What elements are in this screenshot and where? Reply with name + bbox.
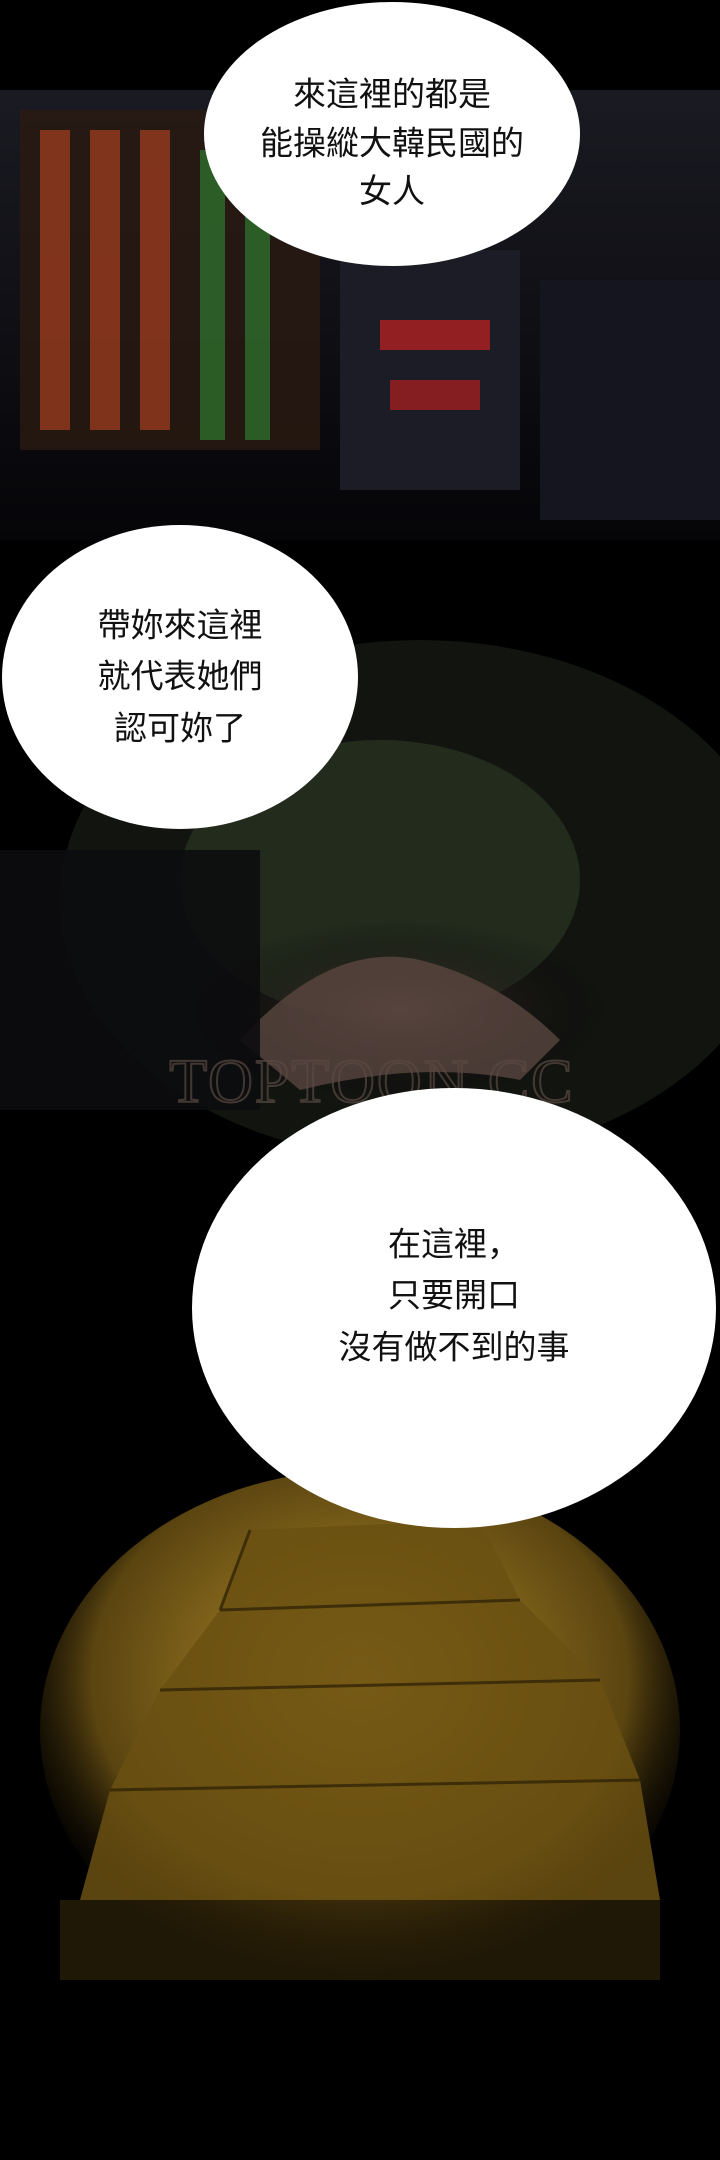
speech-bubble: 來這裡的都是 能操縱大韓民國的 女人: [204, 2, 580, 266]
bubble-text: 帶妳來這裡: [98, 606, 263, 645]
bubble-text: 就代表她們: [98, 657, 263, 696]
bubble-text: 能操縱大韓民國的: [260, 124, 524, 163]
gold-pyramid: [40, 1470, 680, 1990]
bubble-text: 在這裡，: [388, 1225, 520, 1264]
speech-bubble: 帶妳來這裡 就代表她們 認可妳了: [2, 525, 358, 829]
bubble-text: 沒有做不到的事: [339, 1328, 570, 1367]
stock-board: [0, 90, 720, 540]
bubble-text: 只要開口: [388, 1276, 520, 1315]
speech-bubble: 在這裡， 只要開口 沒有做不到的事: [192, 1088, 716, 1528]
bubble-text: 認可妳了: [114, 709, 246, 748]
bubble-text: 來這裡的都是: [293, 75, 491, 114]
bubble-text: 女人: [359, 172, 425, 211]
